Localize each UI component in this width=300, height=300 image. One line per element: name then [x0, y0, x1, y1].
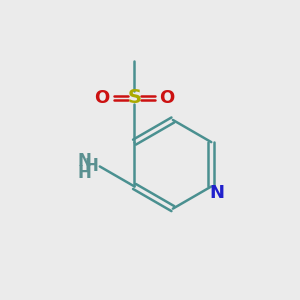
Text: N: N: [77, 152, 91, 170]
Text: H: H: [77, 164, 91, 182]
Text: O: O: [159, 89, 174, 107]
Text: N: N: [209, 184, 224, 202]
Text: O: O: [94, 89, 110, 107]
Text: S: S: [128, 88, 142, 107]
Text: H: H: [84, 158, 98, 175]
